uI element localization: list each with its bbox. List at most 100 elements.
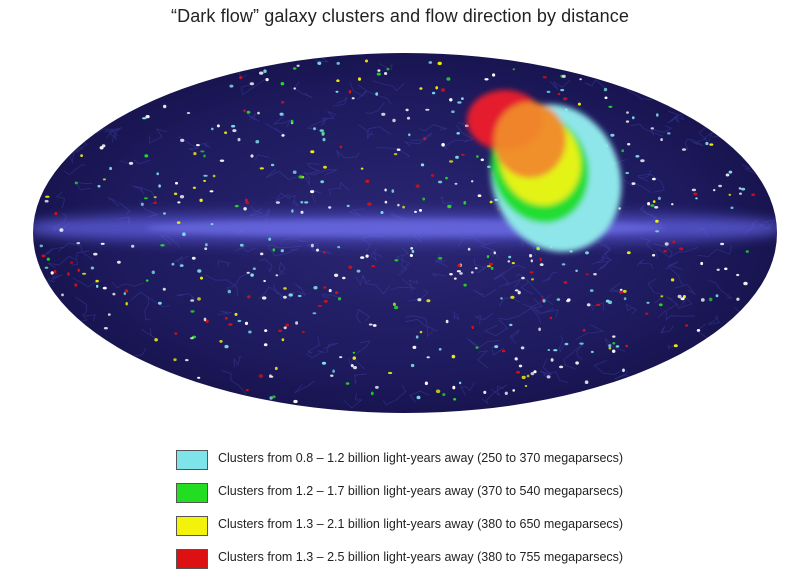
cluster-dot: [323, 250, 326, 254]
cluster-dot: [457, 264, 461, 267]
cluster-dot: [209, 190, 214, 193]
cluster-dot: [705, 141, 709, 146]
cluster-dot: [625, 171, 630, 175]
filament: [493, 270, 510, 288]
filament: [477, 350, 489, 369]
cluster-dot: [173, 192, 178, 196]
cluster-dot: [300, 200, 304, 204]
cluster-dot: [275, 201, 280, 204]
cluster-dot: [197, 269, 202, 273]
filament: [307, 336, 320, 354]
cluster-dot: [440, 88, 446, 92]
filament: [532, 308, 559, 318]
cluster-dot: [348, 265, 353, 269]
cluster-dot: [239, 76, 243, 80]
cluster-dot: [514, 357, 518, 361]
cluster-dot: [738, 187, 742, 190]
cluster-dot: [453, 398, 457, 401]
cluster-dot: [371, 265, 376, 268]
cluster-dot: [320, 180, 325, 184]
cluster-dot: [293, 87, 296, 90]
cluster-dot: [422, 197, 426, 201]
cluster-dot: [244, 321, 249, 325]
filament: [627, 384, 647, 393]
cluster-dot: [480, 158, 484, 162]
cluster-dot: [435, 86, 439, 90]
cluster-dot: [483, 390, 487, 394]
cluster-dot: [660, 295, 664, 298]
filament: [711, 357, 733, 367]
cluster-dot: [237, 319, 242, 323]
cluster-dot: [471, 180, 474, 183]
cluster-dot: [281, 134, 285, 137]
filament: [466, 338, 500, 348]
filament: [63, 164, 86, 175]
cluster-dot: [718, 184, 722, 188]
cluster-dot: [607, 300, 613, 305]
cluster-dot: [575, 269, 578, 272]
filament: [68, 147, 83, 164]
cluster-dot: [259, 71, 264, 75]
cluster-dot: [449, 98, 453, 102]
cluster-dot: [700, 298, 705, 302]
cluster-dot: [237, 137, 241, 142]
cluster-dot: [328, 289, 332, 293]
cluster-dot: [445, 319, 449, 324]
cluster-dot: [377, 69, 381, 72]
filament: [303, 169, 338, 176]
cluster-dot: [175, 181, 178, 185]
filament: [205, 274, 239, 297]
cluster-dot: [372, 324, 377, 327]
cluster-dot: [452, 385, 456, 390]
filament: [686, 103, 693, 113]
filament: [589, 302, 605, 311]
filament: [363, 279, 390, 295]
cluster-dot: [227, 289, 231, 294]
filament: [558, 396, 574, 410]
cluster-dot: [415, 335, 419, 339]
cluster-dot: [144, 197, 148, 200]
filament: [657, 247, 698, 258]
cluster-dot: [567, 298, 571, 302]
cluster-dot: [156, 172, 159, 176]
cluster-dot: [384, 200, 388, 204]
cluster-dot: [219, 159, 225, 162]
cluster-dot: [526, 374, 530, 378]
filament: [365, 102, 385, 114]
cluster-dot: [715, 294, 719, 298]
cluster-dot: [291, 209, 294, 213]
cluster-dot: [365, 179, 370, 183]
cluster-dot: [517, 290, 521, 295]
cluster-dot: [109, 166, 112, 171]
filament: [584, 79, 607, 90]
cluster-dot: [302, 331, 305, 334]
filament: [654, 243, 673, 258]
cluster-dot: [603, 87, 608, 92]
cluster-dot: [245, 201, 250, 205]
cluster-dot: [334, 273, 339, 277]
cluster-dot: [728, 193, 732, 196]
cluster-dot: [410, 363, 415, 368]
cluster-dot: [445, 176, 448, 180]
filament: [650, 125, 673, 136]
cluster-dot: [411, 249, 415, 254]
filament: [260, 258, 273, 273]
cluster-dot: [76, 242, 81, 245]
cluster-dot: [549, 316, 553, 320]
cluster-dot: [360, 167, 364, 170]
cluster-dot: [441, 143, 445, 147]
cluster-dot: [95, 279, 99, 283]
cluster-dot: [396, 148, 401, 151]
cluster-dot: [745, 250, 749, 253]
filament: [45, 319, 75, 329]
cluster-dot: [547, 349, 551, 351]
filament: [321, 294, 343, 300]
filament: [176, 293, 195, 300]
cluster-dot: [224, 131, 228, 134]
cluster-dot: [492, 73, 496, 77]
filament: [274, 192, 291, 202]
cluster-dot: [608, 346, 612, 350]
cluster-dot: [736, 297, 740, 301]
cluster-dot: [153, 201, 157, 204]
filament: [657, 296, 678, 319]
